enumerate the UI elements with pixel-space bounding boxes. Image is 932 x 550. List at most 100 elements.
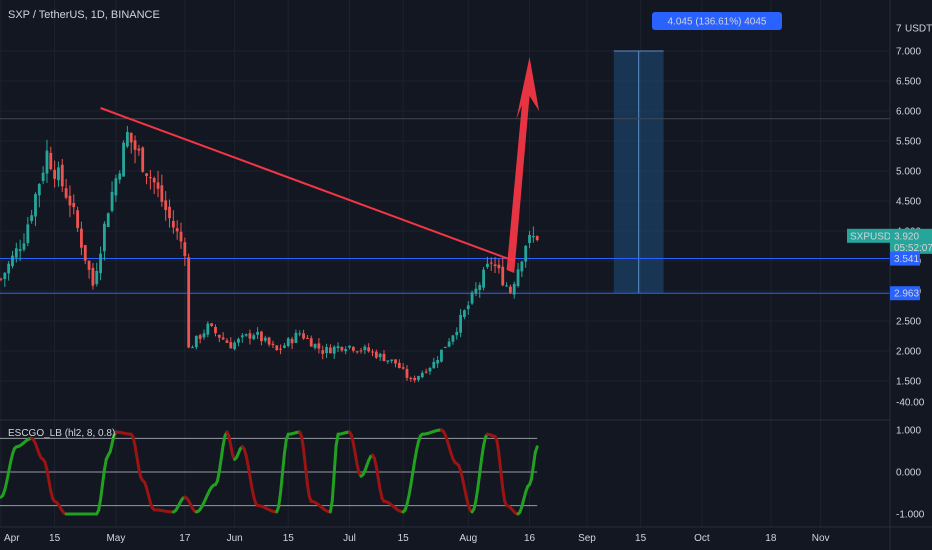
candle-body xyxy=(470,292,474,304)
indicator-segment xyxy=(282,437,288,456)
ticker-badge xyxy=(847,228,890,243)
candle-body xyxy=(279,348,282,350)
price-tick-label: -40.00 xyxy=(896,398,925,409)
candle-body xyxy=(283,345,286,348)
target-badge-bg xyxy=(652,12,782,30)
candle-body xyxy=(183,242,187,257)
indicator-segment xyxy=(334,432,340,448)
candle-body xyxy=(386,360,390,362)
indicator-segment xyxy=(495,439,501,456)
chart-title: SXP / TetherUS, 1D, BINANCE xyxy=(8,9,160,21)
candle-body xyxy=(344,349,348,352)
target-badge: 4.045 (136.61%) 4045 xyxy=(652,12,782,30)
candle-body xyxy=(359,350,363,352)
indicator-segment xyxy=(229,444,235,457)
candle-body xyxy=(99,253,102,274)
candle-body xyxy=(256,331,260,335)
indicator-segment xyxy=(250,485,256,499)
indicator-segment xyxy=(478,456,484,475)
candle-body xyxy=(179,231,183,242)
indicator-segment xyxy=(374,465,380,480)
candle-body xyxy=(202,333,206,338)
indicator-segment xyxy=(332,444,338,475)
indicator-segment xyxy=(221,434,227,447)
time-tick-label: 17 xyxy=(179,533,191,544)
indicator-segment xyxy=(302,447,307,469)
target-badge-text: 4.045 (136.61%) 4045 xyxy=(668,17,767,28)
candle-body xyxy=(394,359,397,364)
candle-body xyxy=(493,264,497,267)
indicator-segment xyxy=(529,464,535,481)
candle-body xyxy=(309,338,313,347)
candle-body xyxy=(141,147,145,172)
candle-body xyxy=(413,377,417,381)
last-price-badge xyxy=(890,228,932,254)
candle-body xyxy=(168,206,171,219)
candlestick-series xyxy=(0,125,539,383)
price-tick-label: 5.000 xyxy=(896,167,921,178)
candle-body xyxy=(45,150,49,174)
indicator-segment xyxy=(305,482,311,499)
indicator-segment xyxy=(45,468,51,482)
candle-body xyxy=(129,132,133,143)
candle-body xyxy=(72,202,76,208)
candle-body xyxy=(229,342,233,349)
indicator-segment xyxy=(246,463,252,478)
price-tick-label: 5.500 xyxy=(896,137,921,148)
candle-body xyxy=(41,172,45,181)
indicator-segment xyxy=(219,443,225,460)
horizontal-lines[interactable] xyxy=(0,118,890,294)
candle-body xyxy=(148,177,152,179)
candle-body xyxy=(237,338,240,343)
candle-body xyxy=(225,340,229,343)
time-tick-label: 18 xyxy=(765,533,777,544)
indicator-segment xyxy=(227,434,233,448)
candle-body xyxy=(125,132,129,147)
candle-body xyxy=(95,271,99,284)
trendline[interactable] xyxy=(100,107,515,262)
time-tick-label: 15 xyxy=(635,533,647,544)
candle-body xyxy=(466,305,470,310)
indicator-segment xyxy=(135,455,141,471)
time-axis[interactable]: Apr 15 May 17 Jun 15 Jul 15 Aug 16 Sep 15 Oct 18 Nov xyxy=(4,533,830,544)
candle-body xyxy=(110,191,114,211)
candle-body xyxy=(363,346,367,351)
candle-body xyxy=(7,263,11,274)
indicator-segment xyxy=(47,478,53,493)
price-axis[interactable]: 77.0006.5006.0005.5005.0004.5004.0003.50… xyxy=(896,24,932,409)
candle-body xyxy=(122,142,125,177)
indicator-segment xyxy=(7,460,13,474)
indicator-tick-label: -1.000 xyxy=(896,510,925,521)
candle-body xyxy=(436,360,440,364)
candle-body xyxy=(298,333,302,335)
candle-body xyxy=(64,188,68,198)
candle-body xyxy=(11,255,14,267)
candle-body xyxy=(382,353,386,362)
indicator-segment xyxy=(533,445,539,454)
candle-body xyxy=(512,283,516,295)
price-tick-label: 1.500 xyxy=(896,377,921,388)
price-tick-label: 2.000 xyxy=(896,347,921,358)
indicator-title: ESCGO_LB (hl2, 8, 0.8) xyxy=(8,428,116,439)
indicator-segment xyxy=(102,457,108,472)
candle-body xyxy=(478,285,482,291)
candle-body xyxy=(332,346,336,354)
candle-body xyxy=(459,314,462,333)
indicator-segment xyxy=(461,477,466,490)
time-tick-label: May xyxy=(106,533,125,544)
time-tick-label: Nov xyxy=(812,533,830,544)
indicator-axis[interactable]: 1.000 0.000 -1.000 xyxy=(896,426,925,521)
indicator-segment xyxy=(409,471,415,487)
candle-body xyxy=(191,347,194,349)
candle-body xyxy=(306,337,309,339)
indicator-segment xyxy=(480,444,486,460)
candle-body xyxy=(374,351,378,358)
candle-body xyxy=(328,347,332,354)
candle-body xyxy=(486,263,489,268)
indicator-segment xyxy=(328,499,334,514)
breakout-arrow[interactable] xyxy=(506,57,540,273)
candle-body xyxy=(214,326,217,334)
candle-body xyxy=(260,331,263,342)
indicator-segment xyxy=(330,471,336,503)
